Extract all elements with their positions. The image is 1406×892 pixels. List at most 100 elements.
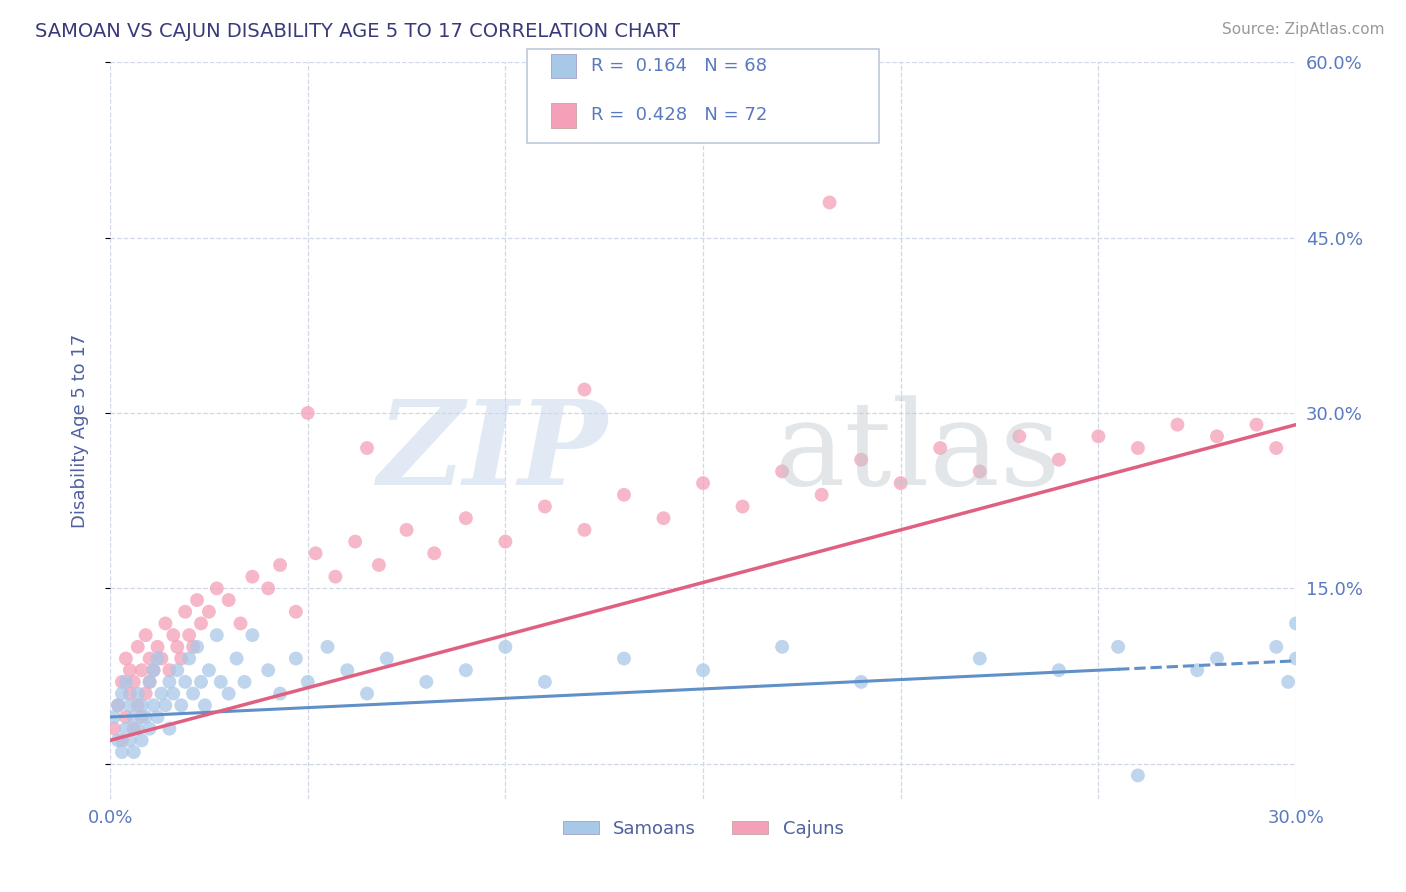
Point (534, 674, 557, 689)
Point (142, 663, 165, 677)
Point (118, 733, 141, 747)
Point (107, 698, 129, 713)
Point (103, 710, 125, 724)
Point (170, 651, 193, 665)
Point (242, 569, 264, 583)
Point (111, 687, 134, 701)
Point (181, 687, 204, 701)
Point (367, 558, 389, 572)
Point (423, 546, 446, 560)
Point (1277, 674, 1299, 689)
Point (118, 698, 141, 713)
Point (1206, 429, 1229, 443)
Point (131, 733, 153, 747)
Point (181, 640, 204, 654)
Point (146, 651, 169, 665)
Point (127, 698, 149, 713)
Point (138, 674, 160, 689)
Text: atlas: atlas (775, 395, 1060, 510)
Point (142, 698, 165, 713)
Point (127, 687, 149, 701)
Point (115, 674, 138, 689)
Point (790, 90, 813, 104)
Point (284, 605, 307, 619)
Point (336, 663, 359, 677)
Point (1047, 452, 1070, 467)
Point (157, 663, 180, 677)
Point (122, 674, 145, 689)
Point (1285, 616, 1308, 631)
Point (186, 593, 208, 607)
Point (356, 687, 378, 701)
Text: ZIP: ZIP (378, 395, 609, 510)
Legend: Samoans, Cajuns: Samoans, Cajuns (555, 813, 851, 845)
Point (969, 464, 991, 478)
Point (198, 605, 221, 619)
Point (111, 733, 134, 747)
Point (1008, 429, 1031, 443)
Point (257, 582, 280, 596)
Point (297, 674, 319, 689)
Point (115, 651, 138, 665)
Point (146, 710, 169, 724)
Point (135, 710, 157, 724)
Point (142, 663, 165, 677)
Text: Source: ZipAtlas.com: Source: ZipAtlas.com (1222, 22, 1385, 37)
Point (818, 195, 841, 210)
Point (454, 511, 477, 525)
Point (770, 640, 793, 654)
Point (118, 663, 141, 677)
Point (122, 710, 145, 724)
Text: R =  0.428   N = 72: R = 0.428 N = 72 (591, 106, 766, 124)
Point (166, 663, 188, 677)
Point (122, 745, 145, 759)
Point (122, 722, 145, 736)
Point (111, 674, 134, 689)
Point (150, 687, 173, 701)
Point (613, 488, 636, 502)
Point (494, 640, 516, 654)
Point (304, 546, 326, 560)
Point (162, 687, 184, 701)
Point (194, 698, 217, 713)
Point (135, 687, 157, 701)
Point (118, 687, 141, 701)
Point (162, 628, 184, 642)
Point (131, 663, 153, 677)
Point (107, 733, 129, 747)
Point (155, 698, 177, 713)
Point (395, 523, 418, 537)
Point (205, 628, 228, 642)
Point (127, 640, 149, 654)
Point (225, 651, 247, 665)
Point (1246, 417, 1268, 432)
Point (574, 523, 596, 537)
Point (1087, 429, 1109, 443)
Point (190, 674, 212, 689)
Point (1126, 441, 1149, 455)
Point (131, 698, 153, 713)
Point (1185, 663, 1208, 677)
Text: SAMOAN VS CAJUN DISABILITY AGE 5 TO 17 CORRELATION CHART: SAMOAN VS CAJUN DISABILITY AGE 5 TO 17 C… (35, 22, 681, 41)
Point (1285, 651, 1308, 665)
Point (155, 616, 177, 631)
Point (375, 651, 398, 665)
Point (969, 651, 991, 665)
Point (198, 663, 221, 677)
Point (138, 722, 160, 736)
Point (613, 651, 636, 665)
Point (170, 698, 193, 713)
Point (107, 698, 129, 713)
Point (269, 687, 291, 701)
Point (127, 722, 149, 736)
Point (325, 569, 347, 583)
Point (1107, 640, 1129, 654)
Point (494, 534, 516, 549)
Text: R =  0.164   N = 68: R = 0.164 N = 68 (591, 57, 766, 75)
Point (135, 628, 157, 642)
Point (131, 710, 153, 724)
Point (146, 640, 169, 654)
Point (692, 663, 714, 677)
Point (174, 605, 197, 619)
Point (1206, 651, 1229, 665)
